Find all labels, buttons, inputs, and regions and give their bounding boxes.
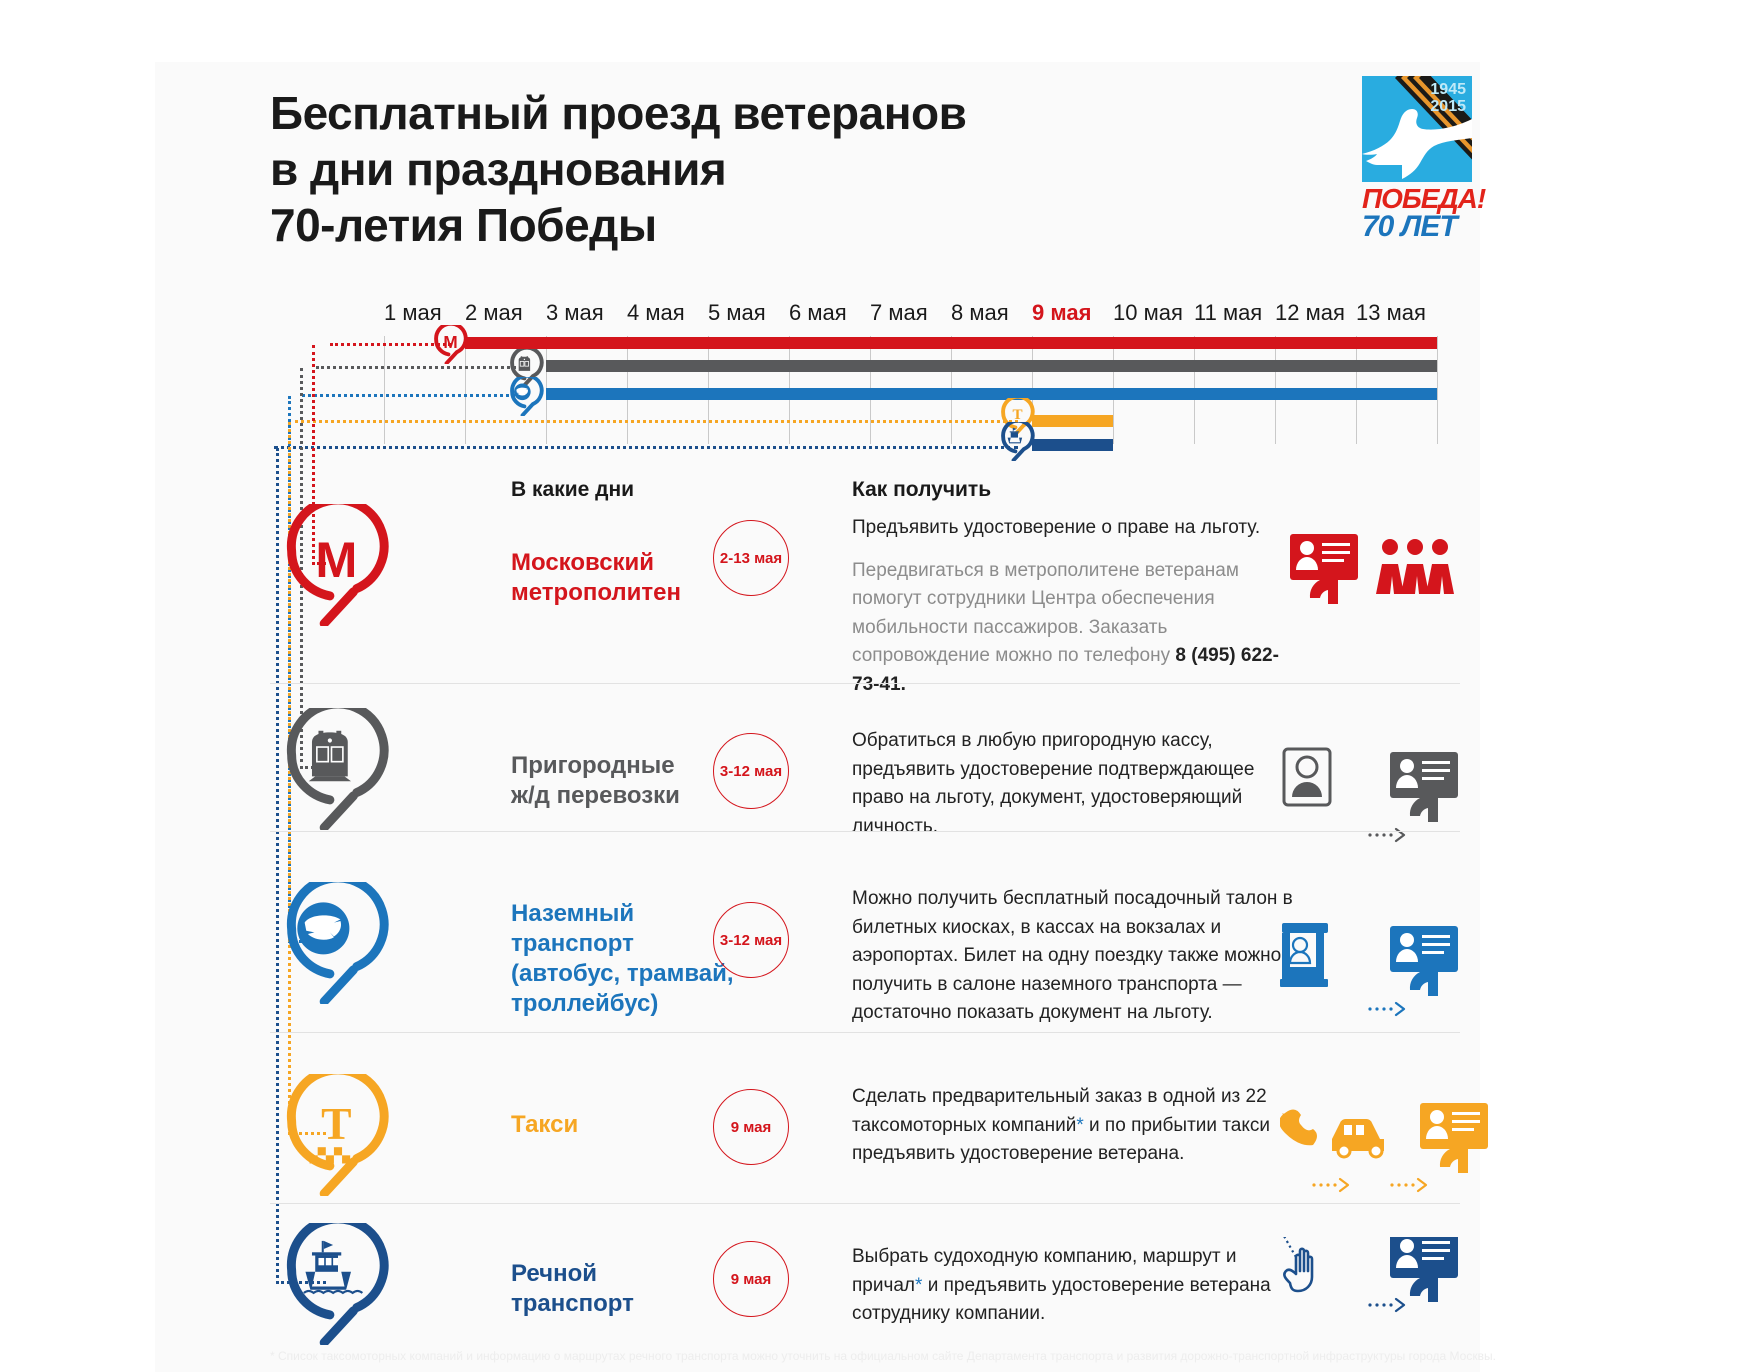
svg-text:T: T	[321, 1098, 351, 1149]
svg-text:T: T	[1012, 407, 1022, 423]
svg-text:M: M	[315, 531, 357, 588]
svg-text:))): )))	[1282, 1112, 1298, 1129]
svg-text:M: M	[443, 332, 457, 352]
